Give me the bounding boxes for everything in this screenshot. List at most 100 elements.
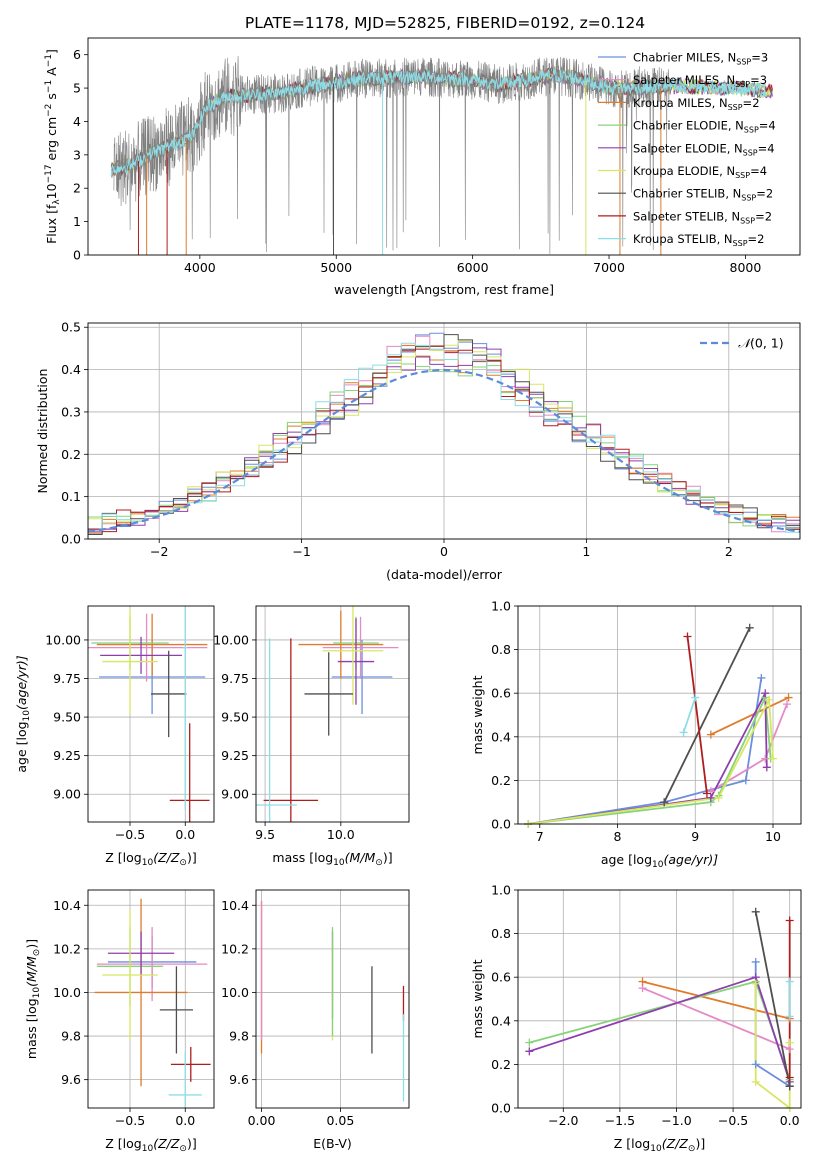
y-tick-label: 0.8 — [491, 642, 511, 657]
legend-label: Kroupa STELIB, NSSP=2 — [633, 232, 765, 248]
y-tick-label: 0.4 — [61, 362, 81, 377]
weight-line — [529, 980, 791, 1087]
y-tick-label: 9.6 — [229, 1072, 249, 1087]
legend-label: Kroupa MILES, NSSP=2 — [633, 96, 760, 112]
weight-point-marker — [660, 798, 669, 807]
x-tick-label: 2 — [725, 544, 733, 559]
weight-point-marker — [751, 1060, 760, 1069]
x-tick-label: 8000 — [730, 260, 762, 275]
y-tick-label: 4 — [73, 114, 81, 129]
weight-point-marker — [525, 1047, 534, 1056]
y-tick-label: 1 — [73, 214, 81, 229]
data-spectrum-line — [113, 55, 671, 254]
x-tick-label: 9 — [691, 829, 699, 844]
axes-frame — [87, 889, 215, 1109]
weight-line — [527, 696, 774, 824]
y-axis-label: Flux [fλ10−17 erg cm−2 s−1 A−1] — [44, 49, 62, 244]
x-axis-label: Z [log10(Z/Z⊙)] — [614, 1136, 705, 1154]
weight-point-marker — [784, 693, 793, 702]
panel-mass-vs-EBV: 0.00 0.05 9.6 9.8 10.0 10.2 10.4 E(B-V) — [221, 889, 410, 1151]
y-tick-label: 5 — [73, 81, 81, 96]
weight-point-marker — [525, 1038, 534, 1047]
weight-point-marker — [714, 793, 723, 802]
panel-residuals: −2 −1 0 1 2 0.0 0.1 0.2 0.3 0.4 0.5 𝒩(0, 1) (data-mo… — [35, 320, 801, 582]
x-tick-label: 8 — [614, 829, 622, 844]
weight-point-marker — [745, 623, 754, 632]
weight-point-marker — [706, 730, 715, 739]
plot-area — [529, 911, 791, 1108]
y-tick-label: 9.50 — [221, 710, 249, 725]
legend-label: Salpeter STELIB, NSSP=2 — [633, 209, 772, 225]
x-axis-label: Z [log10(Z/Z⊙)] — [105, 850, 196, 868]
panel-weight-vs-Z: −2.0 −1.5 −1.0 −0.5 0.0 0.0 0.2 0.4 0.6 0.8 1.0 Z [… — [470, 883, 802, 1154]
x-tick-label: 0.0 — [175, 1113, 195, 1128]
model-spectrum-line — [110, 69, 767, 176]
y-tick-label: 10.4 — [53, 898, 81, 913]
legend-label: Kroupa ELODIE, NSSP=4 — [633, 164, 767, 180]
x-tick-label: 0 — [440, 544, 448, 559]
y-tick-label: 10.00 — [45, 632, 81, 647]
x-axis-label: age [log10(age/yr)] — [601, 852, 718, 870]
y-tick-label: 0.2 — [491, 1057, 511, 1072]
y-tick-label: 9.75 — [53, 671, 81, 686]
weight-line — [754, 911, 791, 1087]
weight-line — [686, 636, 708, 794]
weight-point-marker — [785, 1012, 794, 1021]
x-tick-label: −2 — [150, 544, 168, 559]
x-tick-label: −1 — [292, 544, 310, 559]
y-tick-label: 10.0 — [221, 985, 249, 1000]
y-tick-label: 0.0 — [491, 817, 511, 832]
y-tick-label: 2 — [73, 181, 81, 196]
weight-point-marker — [757, 673, 766, 682]
x-axis-label: mass [log10(M/M⊙)] — [272, 850, 392, 868]
normal-reference-curve — [88, 368, 800, 533]
y-tick-label: 9.8 — [229, 1029, 249, 1044]
legend-label: Chabrier ELODIE, NSSP=4 — [633, 119, 776, 135]
plot-area — [110, 55, 773, 255]
weight-line — [682, 697, 697, 733]
axes-frame — [87, 37, 801, 256]
weight-point-marker — [679, 728, 688, 737]
axes-frame — [517, 605, 802, 825]
y-tick-label: 10.0 — [53, 985, 81, 1000]
x-tick-label: −1.5 — [605, 1113, 635, 1128]
y-tick-label: 10.00 — [213, 632, 249, 647]
y-tick-label: 9.6 — [61, 1072, 81, 1087]
y-tick-label: 0.1 — [61, 489, 81, 504]
y-tick-label: 9.50 — [53, 710, 81, 725]
x-tick-label: 1 — [582, 544, 590, 559]
panel-weight-vs-age: 7 8 9 10 0.0 0.2 0.4 0.6 0.8 1.0 age [log10(age/yr… — [470, 599, 802, 870]
axes-frame — [87, 322, 801, 540]
weight-point-marker — [785, 1073, 794, 1082]
panel-age-vs-Z: −0.5 0.0 9.00 9.25 9.50 9.75 10.00 Z [log10(Z/Z… — [14, 605, 215, 868]
weight-line — [663, 627, 751, 803]
y-tick-label: 6 — [73, 47, 81, 62]
legend-label: Chabrier STELIB, NSSP=2 — [633, 187, 773, 203]
y-tick-label: 10.4 — [221, 898, 249, 913]
weight-line — [642, 987, 791, 1050]
x-tick-label: 6000 — [457, 260, 489, 275]
y-tick-label: 0.6 — [491, 686, 511, 701]
weight-point-marker — [785, 977, 794, 986]
plot-area — [88, 606, 210, 822]
weight-point-marker — [751, 1077, 760, 1086]
y-tick-label: 0.5 — [61, 320, 81, 335]
x-axis-label: wavelength [Angstrom, rest frame] — [334, 282, 554, 297]
x-tick-label: −0.5 — [115, 1113, 145, 1128]
y-tick-label: 9.25 — [53, 748, 81, 763]
weight-point-marker — [785, 1038, 794, 1047]
legend: Chabrier MILES, NSSP=3 Salpeter MILES, NS… — [598, 51, 776, 248]
weight-point-marker — [785, 916, 794, 925]
x-tick-label: 0.05 — [326, 1113, 354, 1128]
y-tick-label: 9.75 — [221, 671, 249, 686]
x-tick-label: −0.5 — [718, 1113, 748, 1128]
x-tick-label: −1.0 — [661, 1113, 691, 1128]
y-tick-label: 0.0 — [491, 1101, 511, 1116]
plot-area — [260, 900, 405, 1102]
weight-point-marker — [751, 957, 760, 966]
y-tick-label: 0.6 — [491, 970, 511, 985]
y-tick-label: 9.8 — [61, 1029, 81, 1044]
y-tick-label: 10.2 — [221, 941, 249, 956]
y-axis-label: mass weight — [470, 959, 485, 1038]
y-tick-label: 0.3 — [61, 404, 81, 419]
